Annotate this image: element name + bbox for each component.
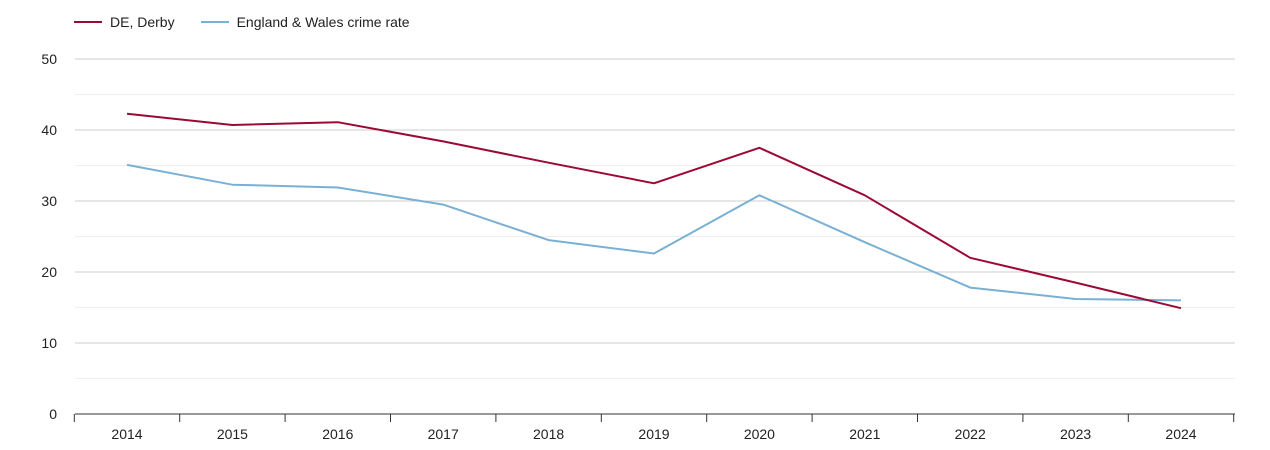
x-tick-label: 2015 [217, 426, 248, 442]
x-tick-label: 2020 [744, 426, 775, 442]
series-line-england-wales[interactable] [126, 163, 1182, 302]
legend-swatch-derby [74, 21, 102, 23]
y-tick-label: 20 [41, 264, 57, 280]
x-tick-label: 2024 [1165, 426, 1196, 442]
x-tick-label: 2021 [849, 426, 880, 442]
legend-item-england-wales[interactable]: England & Wales crime rate [200, 14, 410, 30]
y-tick-label: 0 [49, 406, 57, 422]
y-tick-label: 40 [41, 122, 57, 138]
x-tick-label: 2023 [1060, 426, 1091, 442]
x-tick-label: 2014 [111, 426, 142, 442]
legend-label-england-wales: England & Wales crime rate [236, 14, 410, 30]
legend: DE, Derby England & Wales crime rate [74, 14, 410, 30]
x-tick-label: 2018 [533, 426, 564, 442]
series-line-derby[interactable] [126, 112, 1182, 310]
legend-item-derby[interactable]: DE, Derby [74, 14, 175, 30]
y-tick-label: 10 [41, 335, 57, 351]
x-tick-label: 2016 [322, 426, 353, 442]
x-tick-label: 2017 [428, 426, 459, 442]
y-tick-label: 50 [41, 51, 57, 67]
x-tick-label: 2022 [955, 426, 986, 442]
legend-label-derby: DE, Derby [110, 14, 175, 30]
legend-swatch-england-wales [200, 21, 229, 23]
x-tick-label: 2019 [638, 426, 669, 442]
y-tick-label: 30 [41, 193, 57, 209]
